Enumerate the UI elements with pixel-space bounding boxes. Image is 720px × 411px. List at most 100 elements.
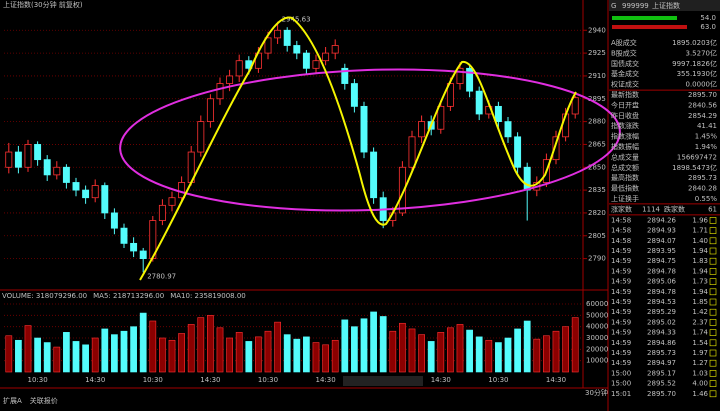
y-tick-label: 2910 bbox=[588, 72, 606, 80]
volume-bar bbox=[101, 328, 109, 373]
tick-volume: 1.40 bbox=[692, 237, 708, 245]
y-tick-label: 40000 bbox=[586, 323, 608, 331]
tick-volume: 1.97 bbox=[692, 349, 708, 357]
volume-bar bbox=[283, 334, 291, 373]
candle-body bbox=[82, 189, 90, 199]
candle-body bbox=[350, 83, 358, 107]
candle-body bbox=[302, 52, 310, 69]
tick-time: 14:59 bbox=[611, 257, 631, 265]
candle-body bbox=[456, 67, 464, 84]
volume-bar bbox=[514, 328, 521, 373]
candle-body bbox=[216, 83, 224, 100]
tick-price: 2895.06 bbox=[647, 278, 676, 286]
candle-body bbox=[120, 227, 128, 244]
tick-price: 2895.17 bbox=[647, 369, 676, 377]
y-tick-label: 2805 bbox=[588, 232, 606, 240]
y-tick-label: 50000 bbox=[586, 311, 608, 319]
ratio-label: 63.0 bbox=[700, 23, 716, 31]
tick-volume: 1.73 bbox=[692, 278, 708, 286]
volume-bar bbox=[456, 324, 464, 373]
tick-flag bbox=[709, 217, 717, 224]
tick-time: 15:01 bbox=[611, 390, 631, 398]
candle-body bbox=[293, 45, 301, 54]
volume-bar bbox=[379, 316, 387, 373]
candle-body bbox=[322, 52, 330, 62]
stat-value: 41.41 bbox=[697, 122, 717, 130]
stat-value: 2840.28 bbox=[688, 185, 717, 193]
tick-volume: 1.85 bbox=[692, 298, 708, 306]
stat-value: 1895.0203亿 bbox=[672, 38, 717, 47]
tick-time: 14:59 bbox=[611, 247, 631, 255]
period-label: 30分钟 bbox=[585, 388, 608, 397]
volume-bar bbox=[226, 337, 233, 373]
stat-value: 355.1930亿 bbox=[677, 69, 717, 78]
x-tick-label: 14:30 bbox=[546, 376, 566, 384]
stat-value: 1.94% bbox=[695, 143, 718, 151]
x-tick-label: 10:30 bbox=[258, 376, 278, 384]
candle-body bbox=[475, 90, 483, 115]
low-annotation: 2780.97 bbox=[147, 272, 176, 280]
volume-bar bbox=[197, 317, 205, 373]
volume-bar bbox=[53, 346, 61, 373]
tick-price: 2895.73 bbox=[647, 349, 676, 357]
stat-label: 总成交额 bbox=[611, 163, 639, 172]
tick-volume: 1.71 bbox=[692, 227, 708, 235]
breadth-3: 61 bbox=[708, 205, 717, 213]
tick-flag bbox=[709, 390, 717, 398]
volume-bar bbox=[312, 342, 320, 373]
tick-time: 14:58 bbox=[611, 227, 631, 235]
chart-title: 上证指数(30分钟 前复权) bbox=[3, 0, 83, 9]
volume-bar bbox=[120, 330, 128, 373]
candle-body bbox=[72, 182, 80, 191]
tick-flag bbox=[709, 257, 717, 265]
stat-value: 2840.56 bbox=[688, 101, 717, 109]
stat-label: 国债成交 bbox=[611, 59, 639, 68]
tick-flag bbox=[709, 237, 717, 245]
y-tick-label: 2835 bbox=[588, 186, 606, 194]
y-tick-label: 2895 bbox=[588, 95, 606, 103]
volume-bar bbox=[360, 318, 368, 373]
stat-label: 今日开盘 bbox=[611, 100, 639, 109]
y-tick-label: 10000 bbox=[586, 357, 608, 365]
y-tick-label: 2790 bbox=[588, 255, 606, 263]
volume-bar bbox=[82, 344, 89, 373]
stat-label: 指数涨幅 bbox=[611, 132, 639, 141]
volume-bar bbox=[72, 341, 80, 373]
candle-body bbox=[398, 166, 406, 214]
stat-value: 1.45% bbox=[695, 133, 718, 141]
volume-bar bbox=[475, 336, 483, 373]
tick-volume: 1.27 bbox=[692, 359, 708, 367]
volume-bar bbox=[255, 336, 262, 373]
tick-price: 2894.93 bbox=[647, 227, 676, 235]
candle-body bbox=[514, 136, 522, 168]
candle-body bbox=[418, 121, 426, 138]
quote-panel: G 999999 上证指数 54.063.0 A股成交 1895.0203亿 B股成交 3.5… bbox=[609, 0, 720, 398]
tick-time: 14:59 bbox=[611, 339, 631, 347]
tick-flag bbox=[709, 370, 717, 377]
volume-bar bbox=[207, 315, 214, 373]
y-tick-label: 60000 bbox=[586, 300, 608, 308]
tick-price: 2894.26 bbox=[647, 216, 676, 224]
volume-bar bbox=[274, 321, 281, 373]
tick-price: 2894.86 bbox=[647, 339, 676, 347]
footer-tab[interactable]: 扩展A bbox=[3, 396, 22, 405]
x-tick-label: 14:30 bbox=[431, 376, 451, 384]
volume-legend: VOLUME: 318079296.00 bbox=[2, 292, 87, 300]
panel-header-bg bbox=[609, 0, 720, 11]
candle-body bbox=[571, 97, 579, 115]
footer-tab[interactable]: 关联报价 bbox=[30, 396, 58, 405]
volume-bar bbox=[264, 330, 272, 373]
x-tick-label: 10:30 bbox=[143, 376, 163, 384]
candle-body bbox=[14, 151, 22, 168]
candle-body bbox=[91, 185, 99, 199]
tick-time: 14:59 bbox=[611, 278, 631, 286]
tick-time: 14:59 bbox=[611, 318, 631, 326]
candle-body bbox=[341, 67, 349, 84]
stat-label: 基金成交 bbox=[611, 69, 639, 78]
candle-body bbox=[466, 67, 474, 92]
y-tick-label: 2925 bbox=[588, 49, 606, 57]
drawn-ellipse bbox=[119, 68, 621, 212]
stat-value: 2854.29 bbox=[688, 112, 717, 120]
candle-body bbox=[168, 197, 176, 206]
